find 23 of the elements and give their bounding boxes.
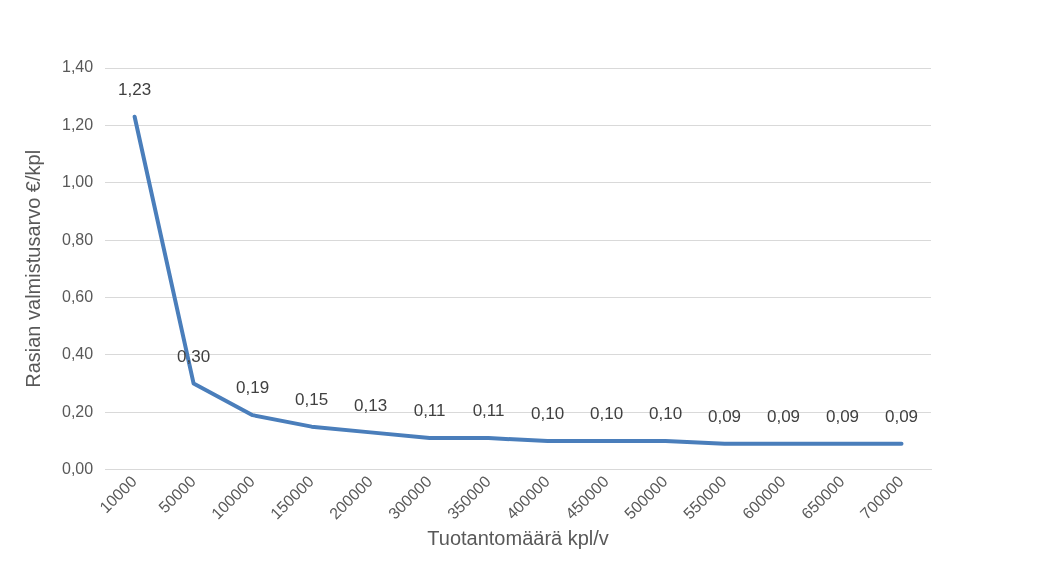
data-label: 0,10: [649, 404, 683, 424]
data-label: 0,09: [707, 407, 742, 427]
data-label: 0,09: [825, 407, 860, 427]
y-tick-label: 0,60: [62, 287, 94, 305]
data-label: 0,13: [354, 395, 388, 415]
y-axis-title: Rasian valmistusarvo €/kpl: [21, 149, 44, 388]
y-tick-label: 0,00: [62, 460, 94, 478]
data-label: 0,11: [413, 401, 446, 421]
y-tick-label: 1,20: [62, 115, 94, 133]
x-axis-title: Tuotantomäärä kpl/v: [427, 526, 609, 549]
data-label: 0,15: [295, 389, 329, 409]
data-label: 0,19: [236, 378, 270, 398]
data-label: 0,09: [884, 407, 919, 427]
y-tick-label: 1,40: [62, 58, 94, 76]
y-tick-label: 0,40: [62, 345, 94, 363]
data-label: 1,23: [118, 79, 152, 99]
data-label: 0,11: [472, 401, 505, 421]
data-label: 0,10: [590, 404, 624, 424]
data-label: 0,09: [766, 407, 801, 427]
y-tick-label: 1,00: [62, 173, 94, 191]
y-tick-label: 0,80: [62, 230, 94, 248]
data-label: 0,10: [531, 404, 565, 424]
y-tick-label: 0,20: [62, 402, 94, 420]
